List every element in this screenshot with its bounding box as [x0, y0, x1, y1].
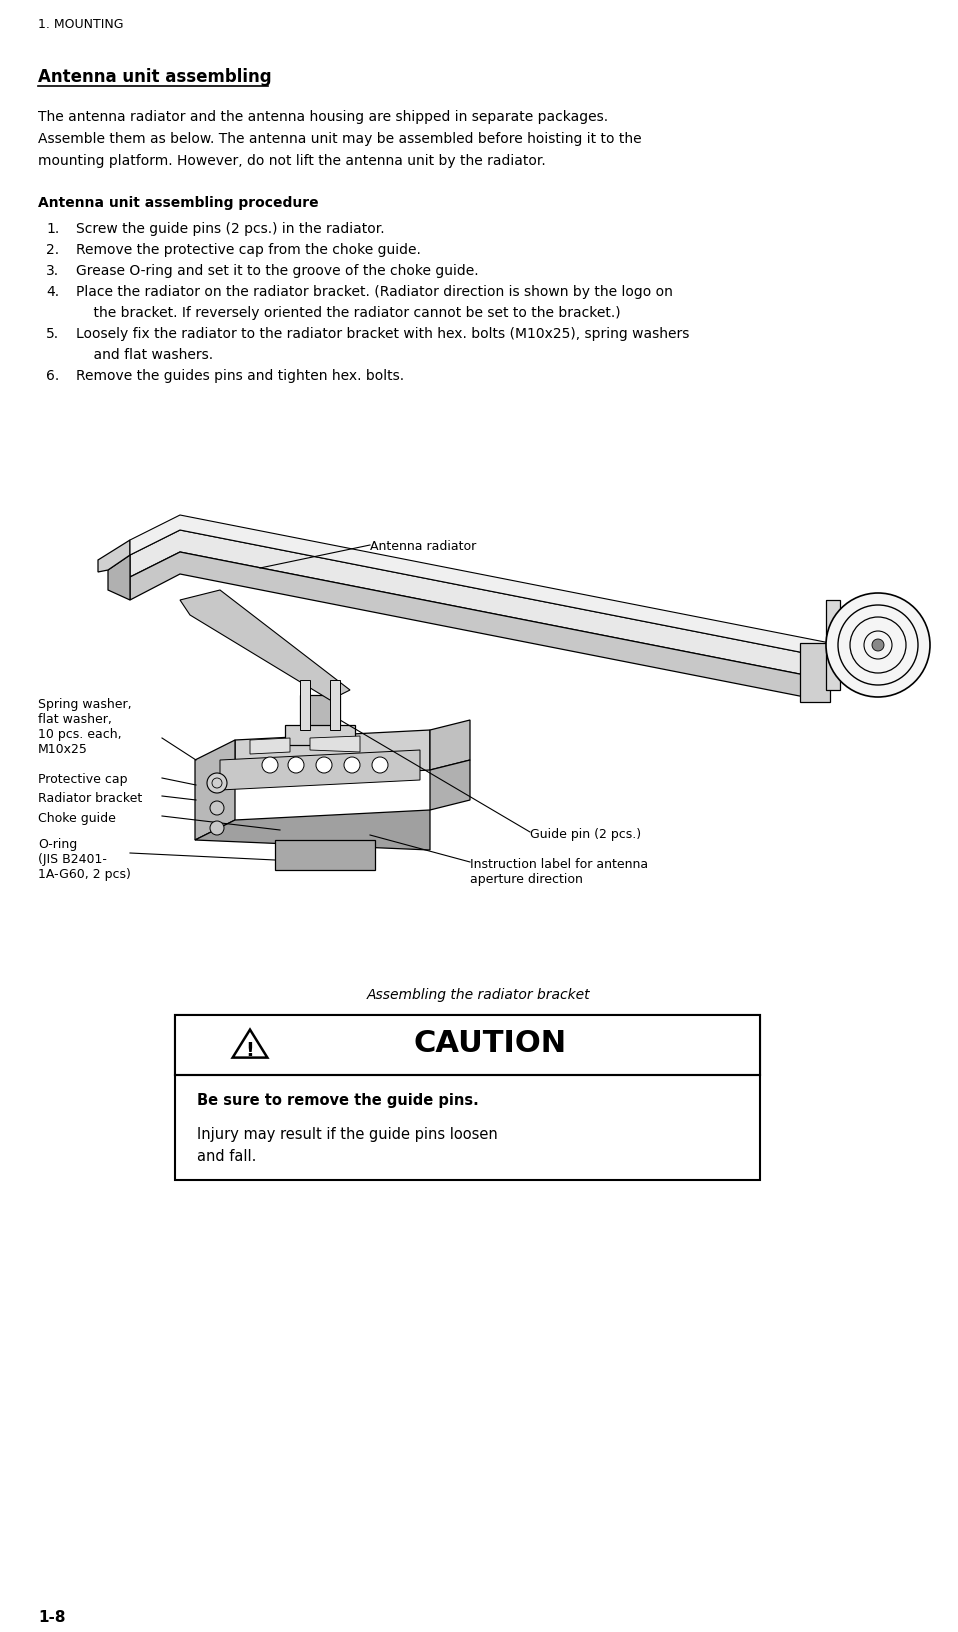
- Text: Radiator bracket: Radiator bracket: [38, 792, 142, 805]
- Polygon shape: [826, 601, 840, 690]
- Text: and fall.: and fall.: [197, 1149, 257, 1164]
- Polygon shape: [130, 530, 830, 681]
- Text: 4.: 4.: [46, 286, 59, 299]
- Polygon shape: [800, 643, 830, 702]
- Polygon shape: [220, 751, 420, 790]
- Text: Spring washer,: Spring washer,: [38, 698, 131, 712]
- Polygon shape: [250, 738, 290, 754]
- Polygon shape: [108, 555, 130, 601]
- Polygon shape: [180, 591, 350, 700]
- Circle shape: [316, 757, 332, 774]
- Polygon shape: [430, 761, 470, 809]
- Polygon shape: [430, 720, 470, 770]
- Bar: [175, 1015, 760, 1075]
- Text: Choke guide: Choke guide: [38, 813, 116, 826]
- Text: 1A-G60, 2 pcs): 1A-G60, 2 pcs): [38, 868, 131, 881]
- Text: Loosely fix the radiator to the radiator bracket with hex. bolts (M10x25), sprin: Loosely fix the radiator to the radiator…: [76, 326, 690, 341]
- Circle shape: [344, 757, 360, 774]
- Circle shape: [288, 757, 304, 774]
- Text: 1.: 1.: [46, 222, 59, 237]
- Text: Remove the guides pins and tighten hex. bolts.: Remove the guides pins and tighten hex. …: [76, 369, 404, 384]
- Text: 3.: 3.: [46, 264, 59, 277]
- Text: Grease O-ring and set it to the groove of the choke guide.: Grease O-ring and set it to the groove o…: [76, 264, 479, 277]
- Polygon shape: [310, 736, 360, 752]
- Text: mounting platform. However, do not lift the antenna unit by the radiator.: mounting platform. However, do not lift …: [38, 153, 546, 168]
- Polygon shape: [98, 540, 130, 571]
- Text: CAUTION: CAUTION: [414, 1028, 566, 1058]
- Polygon shape: [285, 725, 355, 744]
- Text: 10 pcs. each,: 10 pcs. each,: [38, 728, 122, 741]
- Text: Protective cap: Protective cap: [38, 774, 127, 787]
- Text: The antenna radiator and the antenna housing are shipped in separate packages.: The antenna radiator and the antenna hou…: [38, 109, 608, 124]
- Text: Be sure to remove the guide pins.: Be sure to remove the guide pins.: [197, 1093, 479, 1108]
- Text: and flat washers.: and flat washers.: [76, 348, 213, 362]
- Text: Assemble them as below. The antenna unit may be assembled before hoisting it to : Assemble them as below. The antenna unit…: [38, 132, 642, 145]
- Text: (JIS B2401-: (JIS B2401-: [38, 854, 107, 867]
- Text: Antenna unit assembling: Antenna unit assembling: [38, 69, 272, 86]
- Text: O-ring: O-ring: [38, 837, 78, 850]
- Bar: [175, 1015, 760, 1180]
- Text: 1-8: 1-8: [38, 1611, 65, 1625]
- Polygon shape: [300, 695, 340, 730]
- Polygon shape: [300, 681, 310, 730]
- Circle shape: [207, 774, 227, 793]
- Text: 2.: 2.: [46, 243, 59, 256]
- Text: Assembling the radiator bracket: Assembling the radiator bracket: [367, 987, 591, 1002]
- Polygon shape: [195, 809, 430, 850]
- Text: Guide pin (2 pcs.): Guide pin (2 pcs.): [530, 827, 641, 840]
- Text: !: !: [245, 1041, 255, 1061]
- Text: aperture direction: aperture direction: [470, 873, 582, 886]
- Circle shape: [372, 757, 388, 774]
- Polygon shape: [275, 840, 375, 870]
- Text: Injury may result if the guide pins loosen: Injury may result if the guide pins loos…: [197, 1128, 498, 1142]
- Polygon shape: [130, 516, 830, 658]
- Circle shape: [872, 640, 884, 651]
- Polygon shape: [195, 739, 235, 840]
- Text: flat washer,: flat washer,: [38, 713, 112, 726]
- Circle shape: [262, 757, 278, 774]
- Text: Antenna unit assembling procedure: Antenna unit assembling procedure: [38, 196, 319, 211]
- Polygon shape: [330, 681, 340, 730]
- Text: Antenna radiator: Antenna radiator: [370, 540, 476, 553]
- Text: M10x25: M10x25: [38, 743, 88, 756]
- Polygon shape: [235, 730, 430, 780]
- Text: Instruction label for antenna: Instruction label for antenna: [470, 858, 649, 871]
- Text: Remove the protective cap from the choke guide.: Remove the protective cap from the choke…: [76, 243, 421, 256]
- Polygon shape: [130, 552, 830, 702]
- Text: 5.: 5.: [46, 326, 59, 341]
- Circle shape: [210, 801, 224, 814]
- Text: 6.: 6.: [46, 369, 59, 384]
- Text: Screw the guide pins (2 pcs.) in the radiator.: Screw the guide pins (2 pcs.) in the rad…: [76, 222, 384, 237]
- Circle shape: [210, 821, 224, 836]
- Text: the bracket. If reversely oriented the radiator cannot be set to the bracket.): the bracket. If reversely oriented the r…: [76, 307, 621, 320]
- Text: 1. MOUNTING: 1. MOUNTING: [38, 18, 124, 31]
- Circle shape: [826, 592, 930, 697]
- Text: Place the radiator on the radiator bracket. (Radiator direction is shown by the : Place the radiator on the radiator brack…: [76, 286, 673, 299]
